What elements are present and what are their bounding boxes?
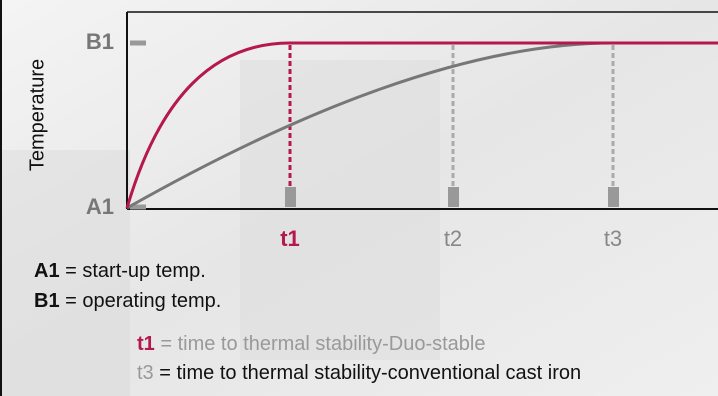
- legend-key: t1: [137, 333, 155, 355]
- y-tick-label: A1: [86, 194, 114, 219]
- legend-item: B1 = operating temp.: [34, 290, 221, 312]
- y-axis-label: Temperature: [26, 59, 48, 171]
- legend-item: A1 = start-up temp.: [34, 260, 206, 282]
- legend-text: = time to thermal stability-Duo-stable: [160, 333, 485, 355]
- x-tick: [285, 187, 296, 207]
- legend-key: t3: [137, 362, 154, 384]
- legend-key: B1: [34, 290, 60, 312]
- x-tick-label: t3: [604, 226, 622, 251]
- legend-item: t1 = time to thermal stability-Duo-stabl…: [137, 333, 486, 355]
- legend-text: = time to thermal stability-conventional…: [159, 362, 581, 384]
- x-tick: [608, 187, 619, 207]
- x-tick-label: t1: [280, 226, 300, 251]
- legend-key: A1: [34, 260, 60, 282]
- page: Temperature B1 A1 t1 t2 t3 A1 = start-up…: [0, 0, 718, 396]
- legend-text: = operating temp.: [65, 290, 221, 312]
- diagram: Temperature B1 A1 t1 t2 t3 A1 = start-up…: [0, 0, 718, 396]
- legend-item: t3 = time to thermal stability-conventio…: [137, 362, 581, 384]
- x-tick-label: t2: [444, 226, 462, 251]
- y-tick-label: B1: [86, 29, 114, 54]
- legend-text: = start-up temp.: [65, 260, 206, 282]
- x-tick: [448, 187, 459, 207]
